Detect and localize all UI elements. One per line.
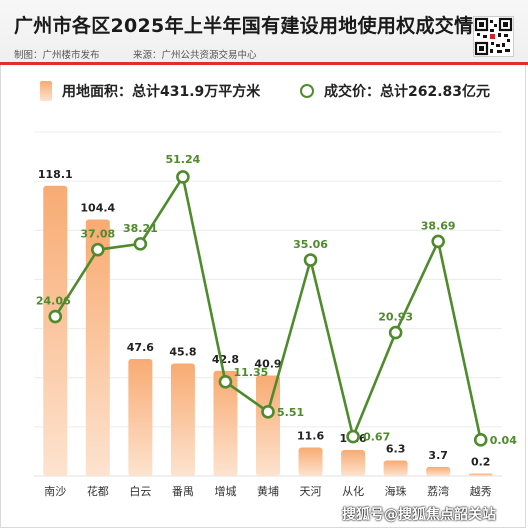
bar-黄埔 xyxy=(256,375,280,476)
bar-value-labels: 118.1104.447.645.842.840.911.610.66.33.7… xyxy=(38,168,491,469)
price-value-label: 37.08 xyxy=(80,228,115,241)
bar-series xyxy=(43,185,493,476)
bar-越秀 xyxy=(468,473,493,476)
line-value-labels: 24.06 37.08 38.21 51.24 11.35 5.51 35.06 0.67 20… xyxy=(36,153,517,447)
price-point xyxy=(91,242,105,257)
price-point xyxy=(346,429,360,444)
watermark: 搜狐号@搜狐焦点韶关站 xyxy=(342,507,496,523)
price-value-label: 11.35 xyxy=(233,366,268,379)
x-tick-label: 黄埔 xyxy=(257,484,279,498)
price-point xyxy=(388,325,403,340)
price-value-label: 51.24 xyxy=(166,153,201,166)
price-point xyxy=(133,237,148,251)
bar-swatch-icon xyxy=(40,81,52,101)
price-point xyxy=(48,309,63,324)
x-tick-label: 花都 xyxy=(87,485,109,498)
header-accent-bar xyxy=(0,62,528,65)
chart-header: 广州市各区2025年上半年国有建设用地使用权成交情况 制图：广州楼市发布 来源：… xyxy=(0,0,528,64)
bar-value-label: 45.8 xyxy=(169,345,196,358)
legend-price-label: 成交价：总计262.83亿元 xyxy=(324,84,491,100)
author-credit: 制图：广州楼市发布 xyxy=(14,50,100,61)
price-point xyxy=(176,170,190,184)
bar-value-label: 11.6 xyxy=(297,429,324,442)
bar-白云 xyxy=(128,359,153,476)
x-tick-label: 荔湾 xyxy=(427,484,449,498)
bar-荔湾 xyxy=(426,466,451,476)
price-value-label: 0.04 xyxy=(490,434,517,447)
x-tick-label: 越秀 xyxy=(470,484,492,498)
bar-海珠 xyxy=(383,460,408,476)
line-swatch-icon xyxy=(300,84,314,98)
bar-value-label: 40.9 xyxy=(254,358,281,371)
x-tick-label: 南沙 xyxy=(44,485,66,498)
qr-code-icon xyxy=(473,16,514,57)
chart-title: 广州市各区2025年上半年国有建设用地使用权成交情况 xyxy=(14,15,493,37)
price-point xyxy=(261,404,275,419)
bar-value-label: 118.1 xyxy=(38,168,73,181)
x-tick-label: 海珠 xyxy=(385,484,407,498)
legend-price: 成交价：总计262.83亿元 xyxy=(300,79,490,103)
price-point xyxy=(303,253,318,267)
bar-天河 xyxy=(298,447,323,476)
bar-从化 xyxy=(341,449,366,476)
price-value-label: 20.93 xyxy=(378,311,413,324)
legend-area: 用地面积：总计431.9万平方米 xyxy=(40,79,260,103)
x-tick-label: 从化 xyxy=(342,484,364,498)
bar-value-label: 42.8 xyxy=(212,353,239,366)
bar-value-label: 6.3 xyxy=(386,443,406,456)
price-value-label: 0.67 xyxy=(363,431,390,444)
price-value-label: 5.51 xyxy=(277,406,304,419)
price-point xyxy=(431,234,445,249)
bar-增城 xyxy=(213,370,238,476)
legend-area-label: 用地面积：总计431.9万平方米 xyxy=(62,84,261,100)
grid-lines xyxy=(34,131,502,477)
bar-value-label: 47.6 xyxy=(127,341,154,354)
qr-code-graphic xyxy=(474,17,513,56)
bar-南沙 xyxy=(43,185,68,476)
price-value-label: 38.69 xyxy=(421,219,456,232)
price-point xyxy=(218,374,233,389)
x-tick-label: 增城 xyxy=(214,484,236,498)
bar-value-label: 3.7 xyxy=(428,449,448,462)
price-value-label: 35.06 xyxy=(293,238,328,251)
bar-番禺 xyxy=(170,363,195,476)
source-credit: 来源：广州公共资源交易中心 xyxy=(133,50,257,61)
bar-value-label: 104.4 xyxy=(80,201,115,214)
price-point xyxy=(473,433,488,447)
line-series xyxy=(48,170,488,447)
bar-花都 xyxy=(85,219,110,476)
x-tick-label: 番禺 xyxy=(172,485,194,498)
bar-value-label: 0.2 xyxy=(471,456,491,469)
x-tick-label: 天河 xyxy=(300,485,322,498)
price-value-label: 24.06 xyxy=(36,295,71,308)
x-tick-label: 白云 xyxy=(129,484,151,498)
x-axis-tick-labels: 南沙 花都 白云 番禺 增城 黄埔 天河 从化 海珠 荔湾 越秀 xyxy=(44,484,491,498)
price-value-label: 38.21 xyxy=(123,222,158,235)
